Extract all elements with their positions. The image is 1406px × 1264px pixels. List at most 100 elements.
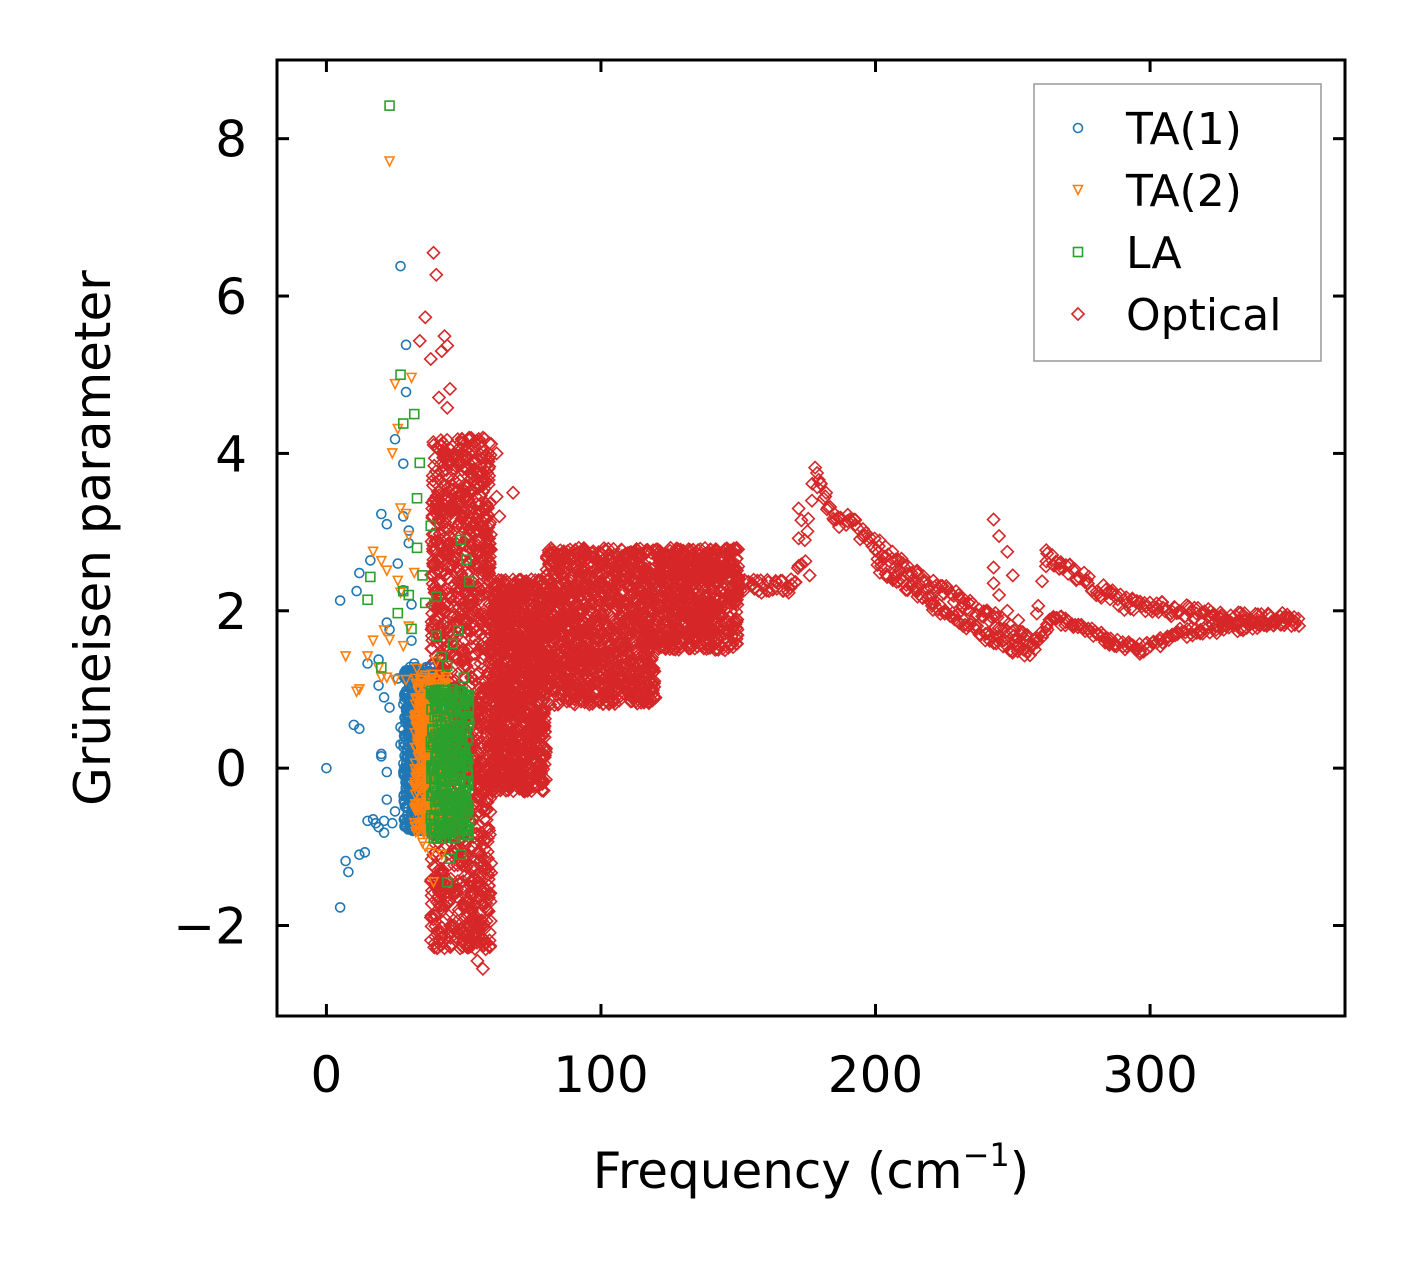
point-optical [560, 592, 576, 608]
point-optical [541, 667, 556, 683]
point-optical [798, 553, 813, 569]
point-optical [446, 633, 462, 648]
point-optical [449, 882, 465, 897]
point-optical [670, 564, 685, 580]
point-optical [476, 450, 492, 465]
point-optical [557, 605, 572, 621]
point-optical [601, 595, 617, 611]
point-optical [784, 577, 799, 592]
point-optical [429, 941, 445, 956]
point-optical [530, 778, 546, 793]
point-optical [728, 617, 743, 632]
point-optical [582, 572, 597, 587]
point-optical [460, 918, 475, 934]
point-optical [978, 633, 993, 648]
point-optical [437, 604, 452, 620]
point-optical [427, 458, 442, 473]
point-optical [480, 802, 495, 817]
point-optical [430, 500, 446, 515]
point-optical [516, 618, 531, 633]
point-optical [622, 687, 637, 703]
point-optical [673, 552, 688, 567]
point-optical [474, 735, 489, 750]
point-optical [1029, 606, 1045, 621]
point-optical [728, 595, 743, 611]
point-optical [840, 507, 855, 522]
point-optical [606, 694, 621, 710]
point-optical [515, 758, 530, 774]
point-optical [1151, 604, 1166, 620]
point-optical [680, 590, 695, 606]
point-optical [622, 562, 637, 578]
point-optical [599, 574, 614, 589]
point-optical [703, 619, 718, 635]
point-optical [470, 538, 486, 553]
point-optical [541, 590, 557, 606]
point-optical [668, 630, 684, 645]
point-optical [676, 585, 692, 601]
point-optical [580, 688, 595, 704]
point-optical [1077, 623, 1093, 639]
point-optical [649, 591, 665, 606]
point-optical [464, 465, 480, 481]
point-optical [475, 920, 491, 935]
point-optical [590, 630, 605, 645]
point-optical [587, 642, 602, 657]
point-optical [579, 669, 594, 685]
point-optical [501, 776, 516, 791]
point-optical [644, 693, 660, 708]
point-optical [706, 571, 722, 586]
point-optical [486, 618, 502, 633]
point-optical [694, 554, 710, 569]
point-optical [573, 606, 589, 621]
point-optical [470, 781, 486, 797]
point-optical [610, 660, 625, 676]
point-optical [666, 625, 681, 640]
point-optical [462, 623, 478, 638]
point-optical [525, 632, 540, 648]
point-optical [560, 544, 575, 559]
point-optical [611, 693, 627, 708]
point-optical [650, 584, 665, 600]
point-optical [475, 768, 490, 784]
point-optical [446, 918, 462, 933]
point-optical [478, 941, 493, 957]
point-optical [564, 631, 580, 647]
point-optical [595, 608, 610, 623]
point-optical [524, 764, 539, 779]
point-optical [425, 567, 440, 583]
point-optical [622, 588, 637, 604]
point-optical [471, 644, 486, 659]
point-optical [447, 502, 463, 517]
point-optical [491, 648, 506, 663]
point-optical [1039, 546, 1055, 561]
point-optical [924, 595, 939, 611]
point-optical [1029, 634, 1045, 650]
point-optical [578, 549, 593, 564]
point-optical [624, 555, 639, 571]
point-optical [504, 686, 519, 702]
point-optical [450, 458, 466, 473]
point-optical [431, 620, 446, 636]
point-optical [1097, 635, 1113, 650]
point-optical [596, 617, 611, 633]
point-optical [426, 245, 441, 260]
point-optical [957, 617, 973, 633]
point-optical [475, 444, 491, 459]
point-optical [467, 859, 482, 874]
point-optical [443, 937, 459, 952]
point-optical [455, 510, 470, 526]
point-optical [547, 547, 563, 563]
point-optical [468, 631, 483, 647]
point-optical [984, 609, 999, 624]
point-optical [571, 540, 586, 556]
point-optical [477, 852, 493, 868]
point-optical [927, 596, 942, 611]
point-optical [889, 574, 904, 590]
point-optical [584, 597, 600, 612]
point-optical [699, 641, 714, 657]
point-optical [585, 689, 600, 705]
point-optical [452, 581, 467, 597]
point-optical [665, 641, 681, 657]
point-optical [485, 572, 501, 587]
